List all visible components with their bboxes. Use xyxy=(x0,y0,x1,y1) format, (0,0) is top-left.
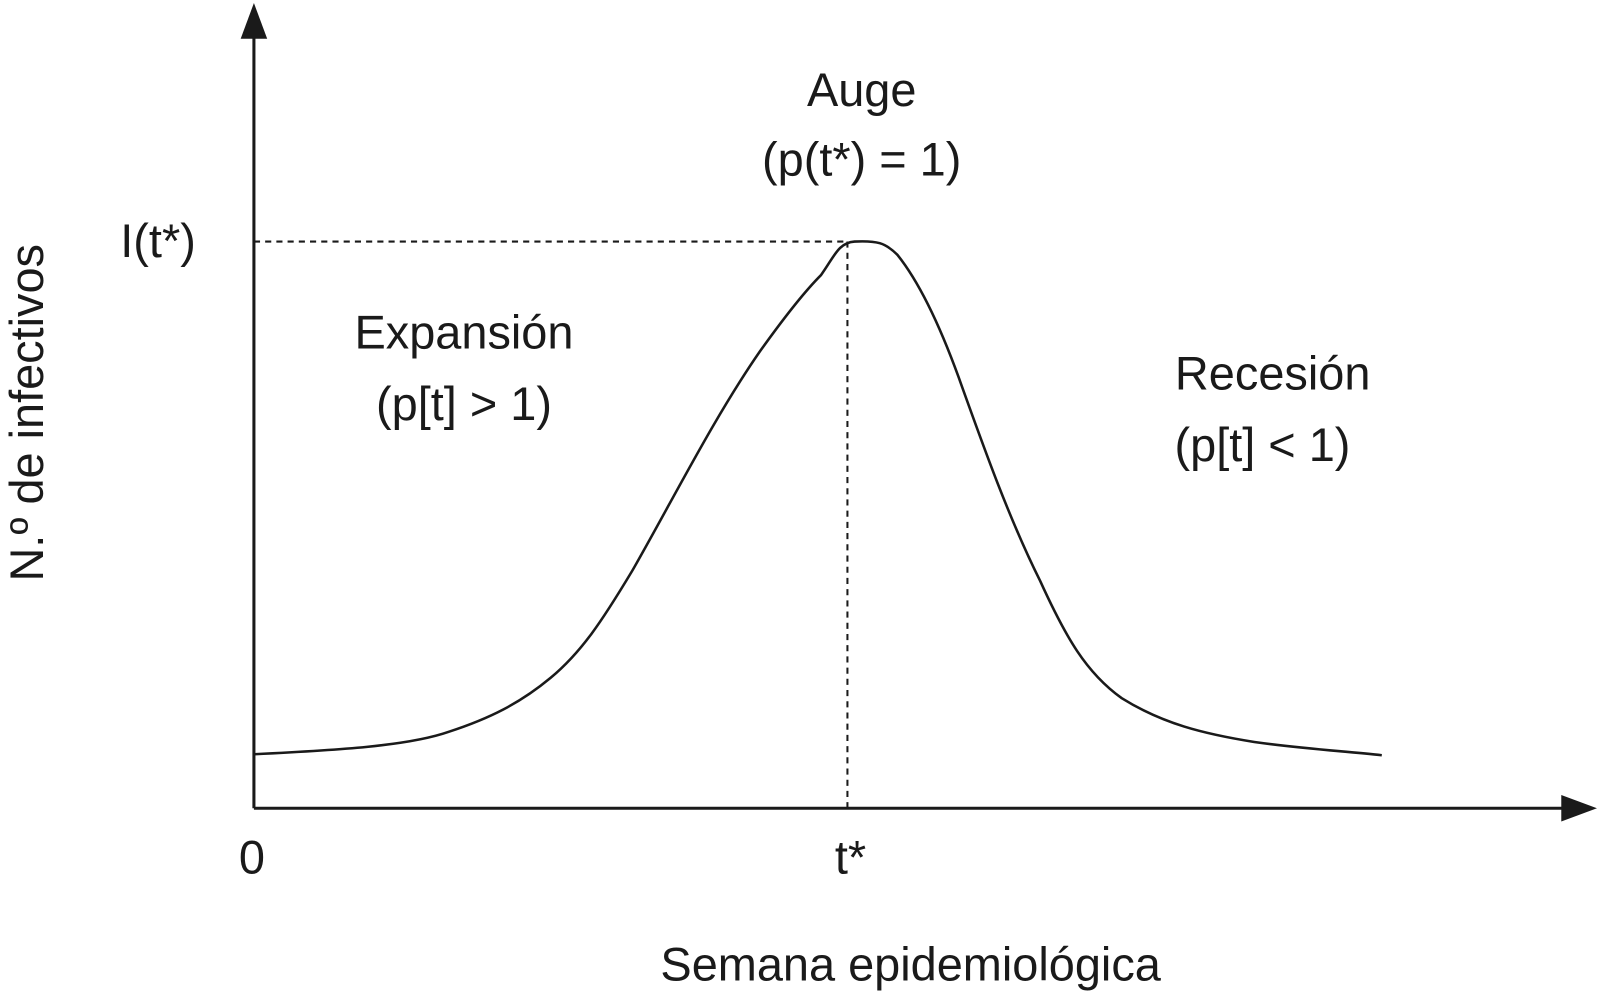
phase-condition: (p[t] < 1) xyxy=(1175,419,1351,471)
peak-value-label: I(t*) xyxy=(120,215,196,267)
phase-condition: (p(t*) = 1) xyxy=(762,133,961,185)
x-axis-title: Semana epidemiológica xyxy=(660,939,1161,991)
phase-name: Recesión xyxy=(1175,348,1370,400)
phase-name: Auge xyxy=(807,64,917,116)
phase-name: Expansión xyxy=(355,307,574,359)
y-axis-arrow xyxy=(240,3,268,39)
phase-condition: (p[t] > 1) xyxy=(376,378,552,430)
origin-label: 0 xyxy=(239,832,265,884)
x-axis-arrow xyxy=(1561,795,1597,822)
y-axis-title: N.º de infectivos xyxy=(1,244,53,581)
peak-time-label: t* xyxy=(835,832,866,884)
epidemic-curve xyxy=(253,240,1382,757)
